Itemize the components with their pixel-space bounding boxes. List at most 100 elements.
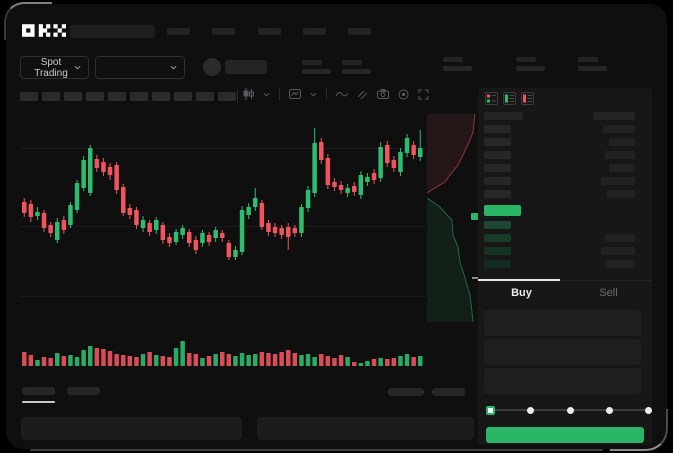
timeframe-button-placeholder[interactable]: [108, 92, 126, 101]
nav-item-placeholder[interactable]: [257, 28, 281, 35]
order-book-view-toggles: [484, 91, 534, 105]
order-form-input-placeholder[interactable]: [484, 339, 641, 365]
bid-row[interactable]: [484, 221, 635, 229]
chart-gridline: [20, 296, 426, 297]
bid-price-placeholder: [484, 234, 511, 242]
tab-sell[interactable]: Sell: [599, 287, 618, 299]
orders-table-placeholder: [257, 417, 474, 440]
pair-dropdown[interactable]: [95, 56, 185, 79]
pair-name-placeholder: [225, 60, 267, 74]
buy-tab-active-indicator: [478, 279, 560, 281]
ask-row[interactable]: [484, 164, 635, 172]
bottom-action-placeholder[interactable]: [432, 388, 465, 396]
timeframe-button-placeholder[interactable]: [20, 92, 38, 101]
bottom-tab-orders[interactable]: [22, 387, 55, 395]
chart-gridline: [20, 226, 426, 227]
candlestick-layer: [22, 128, 423, 260]
asks-list: [484, 125, 635, 203]
tab-buy[interactable]: Buy: [511, 287, 532, 299]
fullscreen-icon[interactable]: [418, 89, 429, 100]
tab-divider: [478, 279, 652, 281]
price-column-header-placeholder: [484, 112, 523, 120]
chevron-down-icon[interactable]: [310, 92, 317, 97]
timeframe-button-placeholder[interactable]: [64, 92, 82, 101]
slider-stop-2[interactable]: [566, 406, 574, 414]
ask-row[interactable]: [484, 138, 635, 146]
last-price-bar[interactable]: [484, 205, 521, 216]
trade-side-tabs: Buy Sell: [478, 284, 652, 302]
nav-item-placeholder[interactable]: [212, 28, 236, 35]
active-tab-indicator: [22, 401, 55, 403]
depth-chart: [426, 113, 476, 323]
bid-price-placeholder: [484, 221, 511, 229]
timeframe-buttons: [20, 92, 236, 101]
candle-style-icon[interactable]: [243, 88, 254, 100]
coin-icon: [203, 58, 221, 76]
ask-row[interactable]: [484, 151, 635, 159]
main-nav: [167, 28, 371, 35]
book-asks-icon[interactable]: [520, 91, 534, 105]
ask-row[interactable]: [484, 125, 635, 133]
order-form-input-placeholder[interactable]: [484, 310, 641, 336]
orders-table-placeholder: [21, 417, 242, 440]
nav-item-placeholder[interactable]: [348, 28, 371, 35]
slider-stop-3[interactable]: [605, 406, 613, 414]
amount-slider[interactable]: [486, 403, 652, 417]
bid-row[interactable]: [484, 247, 635, 255]
ask-price-placeholder: [484, 164, 511, 172]
nav-item-placeholder[interactable]: [302, 28, 326, 35]
okx-logo: [22, 24, 66, 42]
timeframe-button-placeholder[interactable]: [152, 92, 170, 101]
toolbar-divider: [279, 88, 280, 100]
depth-overlay: [426, 110, 479, 325]
bid-amount-placeholder: [607, 260, 635, 268]
low-stat-placeholder: [516, 57, 546, 71]
settings-icon[interactable]: [398, 89, 409, 100]
timeframe-button-placeholder[interactable]: [86, 92, 104, 101]
bid-row[interactable]: [484, 260, 635, 268]
slider-stop-0[interactable]: [486, 405, 495, 415]
chevron-down-icon: [74, 62, 81, 73]
market-type-label: Spot Trading: [34, 56, 68, 79]
ask-row[interactable]: [484, 190, 635, 198]
order-form-input-placeholder[interactable]: [484, 368, 641, 394]
indicator-icon[interactable]: [289, 88, 301, 100]
market-type-dropdown[interactable]: Spot Trading: [20, 56, 89, 79]
buy-submit-button[interactable]: [486, 427, 644, 443]
book-bids-icon[interactable]: [502, 91, 516, 105]
price-stat-placeholder: [302, 60, 332, 74]
header-search-placeholder[interactable]: [70, 25, 155, 38]
ask-price-placeholder: [484, 190, 511, 198]
bezel-highlight-bottom: [30, 449, 603, 451]
bid-price-placeholder: [484, 247, 511, 255]
last-price-tick: [471, 213, 479, 220]
chevron-down-icon[interactable]: [263, 92, 270, 97]
timeframe-button-placeholder[interactable]: [218, 92, 236, 101]
order-form-fields: [484, 310, 641, 397]
timeframe-button-placeholder[interactable]: [174, 92, 192, 101]
ask-row[interactable]: [484, 177, 635, 185]
slider-stop-4[interactable]: [645, 406, 652, 414]
volume-stat-placeholder: [578, 57, 608, 71]
book-combined-icon[interactable]: [484, 91, 498, 105]
line-tool-icon[interactable]: [336, 90, 348, 98]
timeframe-button-placeholder[interactable]: [130, 92, 148, 101]
timeframe-button-placeholder[interactable]: [42, 92, 60, 101]
timeframe-button-placeholder[interactable]: [196, 92, 214, 101]
compare-icon[interactable]: [357, 89, 368, 100]
ask-amount-placeholder: [607, 190, 635, 198]
slider-stop-1[interactable]: [527, 406, 535, 414]
ask-price-placeholder: [484, 125, 511, 133]
bottom-tab-history[interactable]: [67, 387, 100, 395]
chevron-down-icon: [170, 62, 177, 73]
nav-item-placeholder[interactable]: [167, 28, 190, 35]
ask-price-placeholder: [484, 151, 511, 159]
price-marker: [472, 277, 479, 279]
bid-row[interactable]: [484, 234, 635, 242]
bottom-action-placeholder[interactable]: [388, 388, 424, 396]
camera-icon[interactable]: [377, 89, 389, 99]
price-chart[interactable]: [20, 110, 426, 332]
volume-bars: [22, 341, 423, 366]
ask-amount-placeholder: [603, 125, 635, 133]
